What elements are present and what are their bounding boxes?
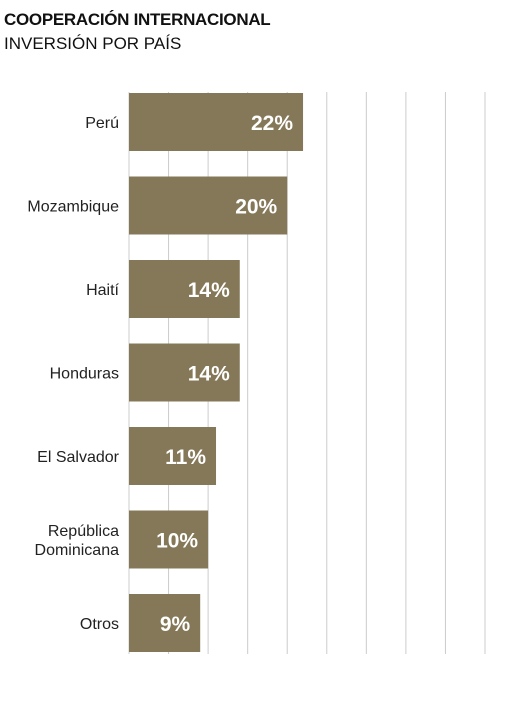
category-label-line: Mozambique bbox=[27, 199, 119, 216]
category-label-line: Dominicana bbox=[35, 542, 120, 559]
bar bbox=[129, 510, 209, 569]
value-label: 10% bbox=[156, 530, 198, 553]
bar bbox=[129, 594, 201, 652]
bar bbox=[129, 427, 217, 485]
chart-subtitle: INVERSIÓN POR PAÍS bbox=[4, 34, 182, 53]
value-label: 14% bbox=[188, 363, 230, 386]
category-label: República Dominicana bbox=[35, 523, 120, 559]
value-label: 20% bbox=[235, 196, 277, 219]
bars: 22% 20% 14% 14% 11% 10% 9% bbox=[129, 93, 304, 652]
bar bbox=[129, 93, 304, 151]
category-label: Honduras bbox=[50, 366, 119, 383]
value-label: 22% bbox=[251, 112, 293, 135]
category-label-line: República bbox=[48, 523, 119, 540]
bar bbox=[129, 176, 288, 235]
bar bbox=[129, 343, 240, 402]
value-label: 9% bbox=[160, 613, 191, 636]
category-label-line: Perú bbox=[85, 115, 119, 132]
category-label: Mozambique bbox=[27, 199, 119, 216]
category-label: El Salvador bbox=[37, 449, 119, 466]
chart-title: COOPERACIÓN INTERNACIONAL bbox=[4, 10, 271, 29]
category-label: Otros bbox=[80, 616, 119, 633]
category-label-line: El Salvador bbox=[37, 449, 119, 466]
category-label: Haití bbox=[86, 282, 119, 299]
value-label: 14% bbox=[188, 279, 230, 302]
category-labels: Perú Mozambique Haití Honduras El Salvador Re… bbox=[27, 115, 119, 633]
category-label: Perú bbox=[85, 115, 119, 132]
value-label: 11% bbox=[165, 446, 206, 469]
category-label-line: Otros bbox=[80, 616, 119, 633]
category-label-line: Haití bbox=[86, 282, 119, 299]
category-label-line: Honduras bbox=[50, 366, 119, 383]
bar bbox=[129, 260, 240, 318]
